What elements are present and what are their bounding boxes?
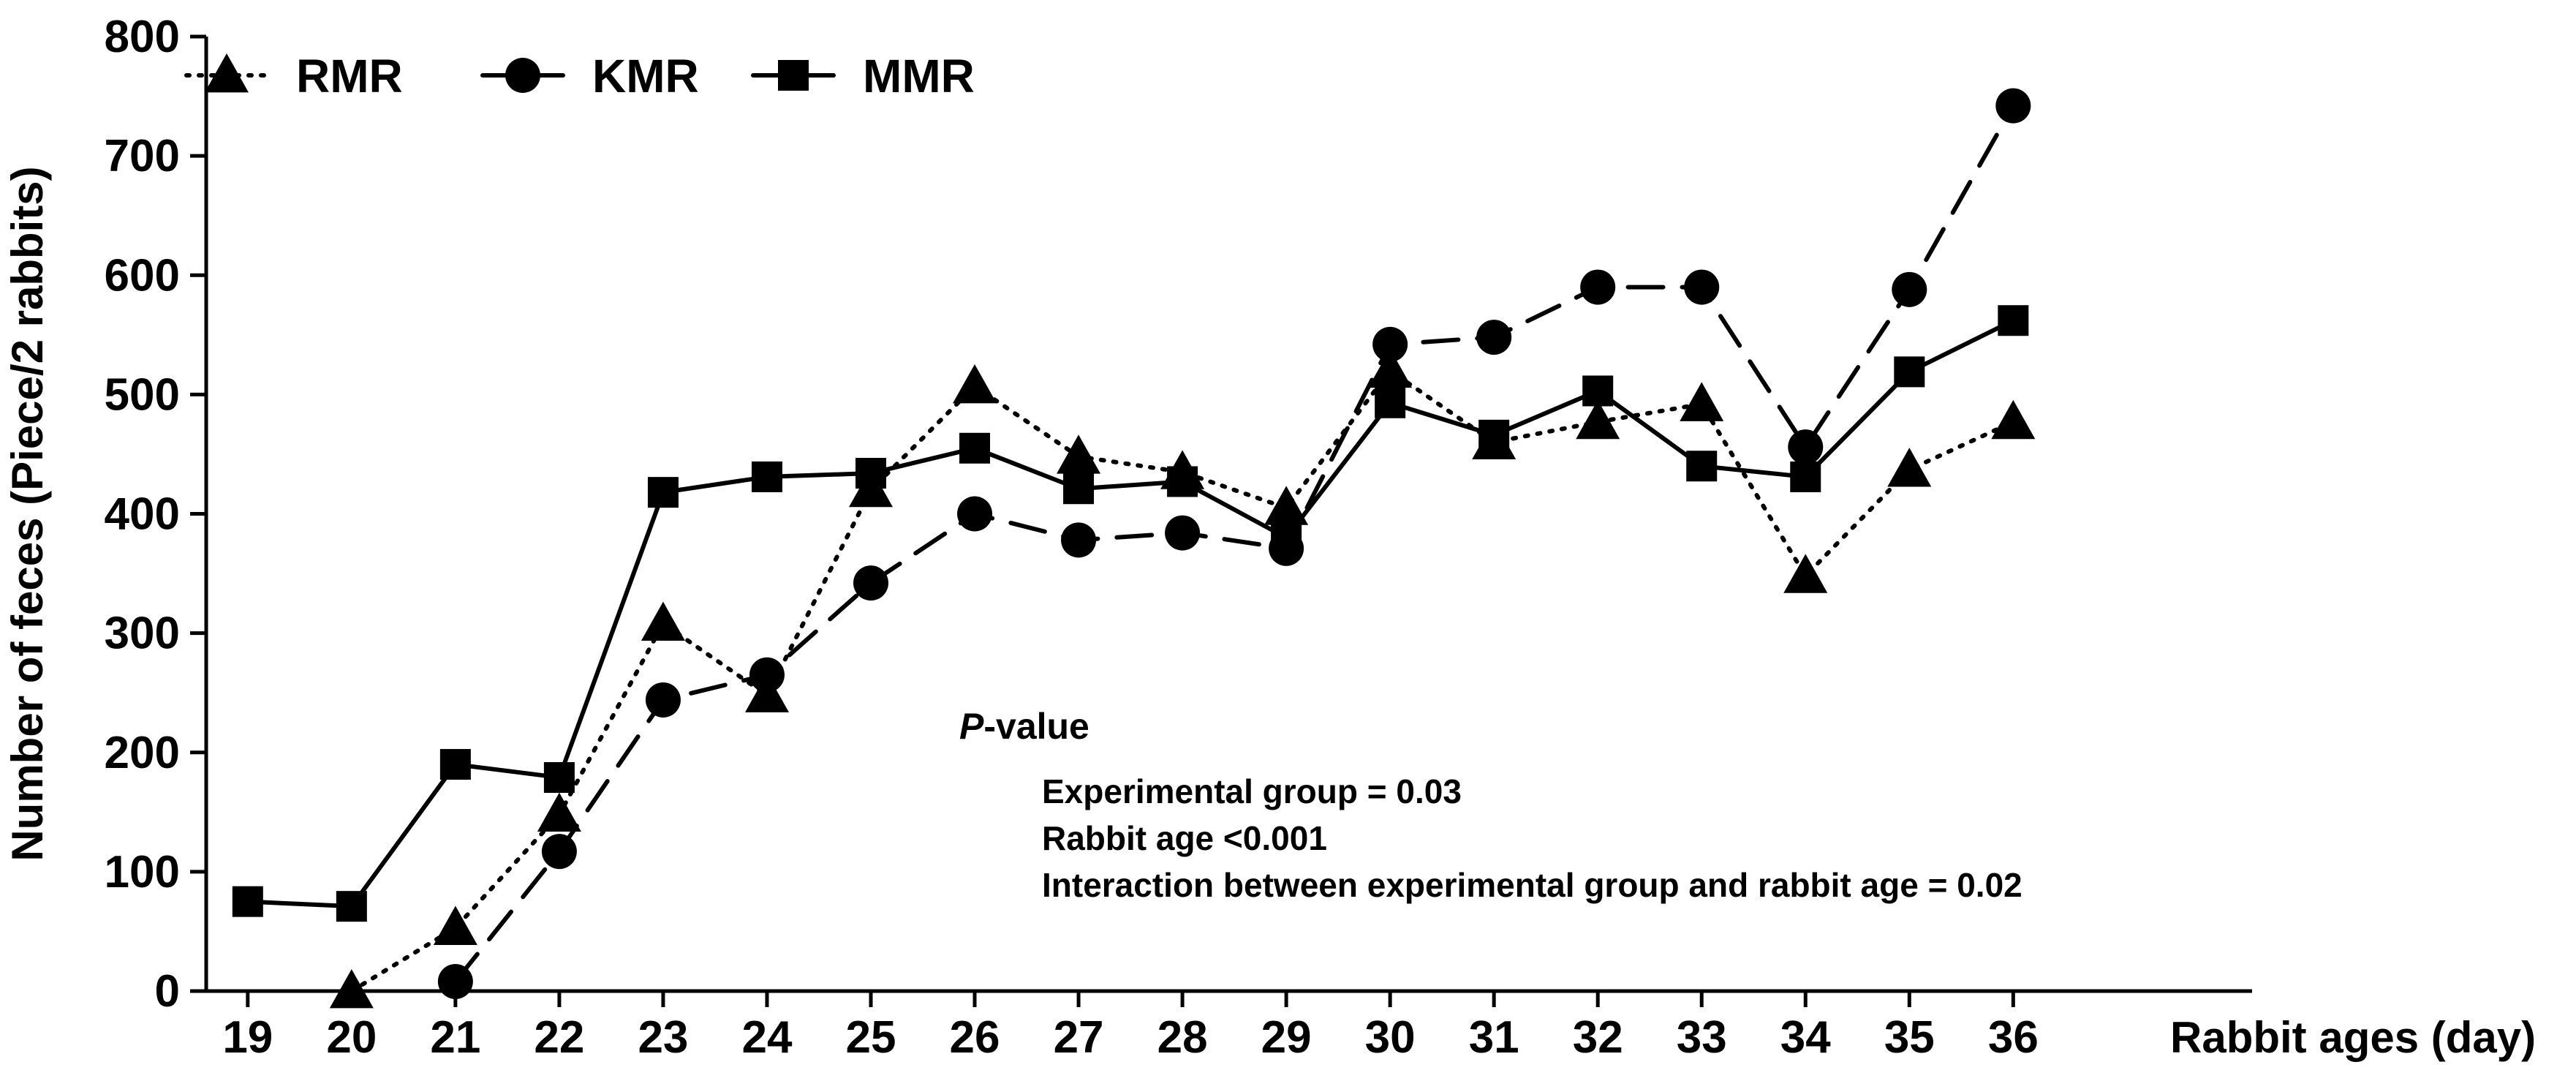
data-point-mmr: [1894, 356, 1925, 388]
data-point-mmr: [855, 458, 886, 489]
y-tick-label: 800: [105, 12, 180, 62]
legend-label-rmr: RMR: [296, 50, 403, 102]
x-tick-label: 33: [1677, 1012, 1727, 1063]
data-point-kmr: [957, 496, 993, 532]
y-tick-label: 300: [105, 609, 180, 659]
y-tick-label: 600: [105, 250, 180, 301]
y-axis-title: Number of feces (Piece/2 rabbits): [3, 166, 52, 861]
data-point-kmr: [1476, 320, 1512, 355]
data-point-mmr: [1478, 419, 1510, 451]
data-point-rmr: [1783, 554, 1828, 593]
x-tick-label: 23: [638, 1012, 688, 1063]
legend-marker-kmr: [505, 58, 540, 93]
data-point-kmr: [1580, 269, 1616, 305]
data-point-mmr: [1686, 451, 1718, 482]
data-point-rmr: [641, 601, 685, 641]
p-value-experimental-group: Experimental group = 0.03: [1042, 772, 1462, 810]
p-value-rabbit-age: Rabbit age <0.001: [1042, 819, 1327, 857]
x-tick-label: 29: [1261, 1012, 1312, 1063]
data-point-kmr: [1788, 429, 1824, 465]
data-point-rmr: [1991, 399, 2036, 440]
data-point-mmr: [1063, 473, 1095, 505]
data-point-rmr: [1680, 382, 1724, 421]
data-point-kmr: [853, 565, 888, 601]
legend-marker-mmr: [778, 60, 809, 91]
y-tick-label: 0: [155, 966, 180, 1017]
x-tick-label: 24: [741, 1012, 792, 1063]
y-tick-label: 700: [105, 131, 180, 181]
data-point-mmr: [1790, 461, 1821, 492]
x-tick-label: 30: [1365, 1012, 1416, 1063]
data-point-mmr: [1167, 466, 1198, 497]
data-point-mmr: [439, 749, 471, 780]
axes: 0 100 200 300 400 500 600 700 800 19 20 21 22 23 24 25 2…: [105, 12, 2252, 1063]
x-tick-label: 26: [950, 1012, 1000, 1063]
data-point-mmr: [543, 762, 575, 794]
data-point-mmr: [1998, 305, 2029, 336]
x-tick-label: 35: [1884, 1012, 1935, 1063]
x-tick-label: 25: [846, 1012, 896, 1063]
legend-label-kmr: KMR: [592, 50, 699, 102]
x-tick-label: 36: [1988, 1012, 2039, 1063]
data-point-mmr: [1582, 375, 1614, 407]
data-point-kmr: [1995, 88, 2031, 124]
x-tick-label: 27: [1054, 1012, 1104, 1063]
data-point-rmr: [1887, 448, 1932, 487]
data-point-kmr: [437, 963, 473, 999]
data-point-kmr: [1165, 515, 1201, 551]
p-value-heading-italic: P: [959, 706, 984, 747]
x-tick-label: 22: [534, 1012, 584, 1063]
data-point-kmr: [645, 682, 681, 718]
x-tick-label: 20: [326, 1012, 377, 1063]
x-tick-label: 19: [222, 1012, 273, 1063]
data-point-rmr: [744, 673, 789, 712]
data-point-mmr: [647, 477, 679, 508]
legend-label-mmr: MMR: [863, 50, 975, 102]
data-point-rmr: [1368, 348, 1413, 388]
p-value-heading-rest: -value: [983, 706, 1089, 747]
legend-marker-rmr: [205, 53, 249, 93]
data-point-kmr: [541, 834, 577, 870]
series-line-mmr: [245, 318, 2016, 909]
x-tick-label: 28: [1157, 1012, 1208, 1063]
p-value-interaction: Interaction between experimental group a…: [1042, 866, 2022, 904]
data-point-kmr: [1684, 269, 1720, 305]
series-line-kmr: [453, 103, 2016, 984]
data-point-mmr: [1271, 522, 1302, 554]
data-point-kmr: [1372, 326, 1408, 362]
y-tick-label: 400: [105, 489, 180, 540]
data-point-mmr: [959, 432, 991, 464]
data-point-kmr: [1892, 271, 1927, 307]
data-point-rmr: [1264, 486, 1309, 525]
data-point-rmr: [537, 792, 581, 832]
y-tick-label: 100: [105, 847, 180, 897]
data-point-rmr: [433, 905, 477, 945]
data-point-kmr: [749, 657, 785, 693]
data-point-mmr: [336, 891, 367, 922]
series-markers: [232, 88, 2036, 1009]
data-point-mmr: [751, 461, 782, 492]
x-tick-label: 32: [1573, 1012, 1623, 1063]
y-tick-label: 500: [105, 369, 180, 420]
data-point-rmr: [329, 969, 374, 1009]
x-tick-label: 34: [1780, 1012, 1831, 1063]
data-point-rmr: [1576, 399, 1620, 440]
legend: RMR KMR MMR: [184, 50, 975, 102]
series-lines: [245, 103, 2016, 993]
data-point-mmr: [232, 886, 263, 917]
p-value-heading: P-value: [959, 706, 1089, 747]
x-tick-label: 31: [1469, 1012, 1519, 1063]
data-point-rmr: [1057, 434, 1101, 474]
data-point-kmr: [1061, 522, 1097, 558]
data-point-rmr: [953, 364, 997, 404]
p-value-annotation: P-value Experimental group = 0.03 Rabbit…: [959, 706, 2022, 904]
x-axis-title: Rabbit ages (day): [2170, 1013, 2536, 1062]
x-tick-label: 21: [430, 1012, 480, 1063]
y-tick-label: 200: [105, 728, 180, 778]
data-point-mmr: [1375, 387, 1406, 418]
